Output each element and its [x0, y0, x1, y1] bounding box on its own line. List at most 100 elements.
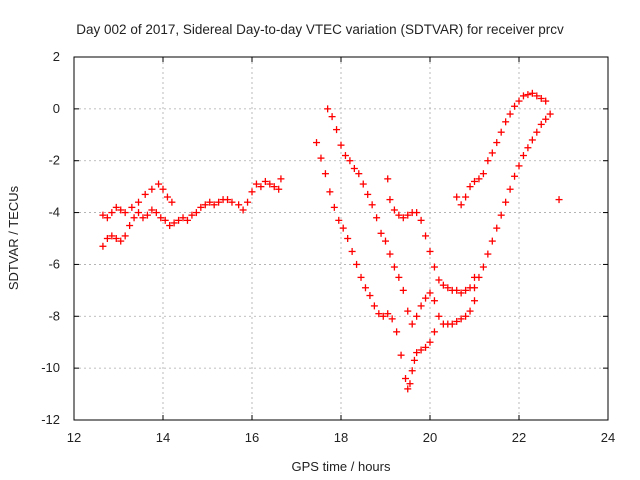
data-point [397, 351, 405, 359]
plot-frame [73, 56, 609, 421]
data-point [533, 92, 541, 100]
x-tick-label: 16 [245, 430, 259, 445]
data-point [408, 367, 416, 375]
data-point [335, 216, 343, 224]
data-point [497, 128, 505, 136]
data-point [417, 346, 425, 354]
data-point [330, 203, 338, 211]
data-point [201, 201, 209, 209]
data-point [382, 237, 389, 245]
data-point [404, 211, 412, 219]
data-point [466, 183, 474, 191]
data-point [555, 196, 563, 204]
data-point [328, 113, 336, 121]
data-point [462, 286, 470, 294]
data-point [479, 170, 487, 178]
data-point [426, 338, 434, 346]
data-point [515, 162, 523, 170]
data-point [408, 320, 416, 328]
data-point [317, 154, 325, 162]
y-tick-label: 0 [53, 101, 60, 116]
data-point [224, 196, 232, 204]
data-point [206, 198, 214, 206]
data-point [390, 263, 398, 271]
data-point [524, 144, 532, 152]
data-point [313, 139, 321, 147]
data-point [484, 157, 492, 165]
data-point [417, 302, 425, 310]
data-point [528, 136, 536, 144]
x-tick-label: 24 [601, 430, 615, 445]
data-point [135, 198, 143, 206]
data-point [493, 224, 501, 232]
data-point [175, 216, 183, 224]
data-point [466, 307, 474, 315]
y-tick-label: -2 [48, 153, 60, 168]
data-point [128, 203, 136, 211]
data-point [375, 310, 383, 318]
x-tick-label: 20 [423, 430, 437, 445]
data-point [395, 273, 403, 281]
data-point [341, 152, 349, 160]
x-tick-label: 18 [334, 430, 348, 445]
data-point [475, 175, 483, 183]
data-point [386, 196, 394, 204]
data-point [404, 385, 412, 393]
x-tick-label: 14 [156, 430, 170, 445]
data-point [493, 139, 501, 147]
data-point [103, 235, 111, 242]
data-point [457, 289, 465, 297]
data-point [386, 250, 394, 258]
data-point [355, 170, 363, 178]
data-point [511, 172, 519, 180]
data-point [395, 211, 403, 219]
data-point [215, 198, 223, 206]
data-point [448, 320, 456, 328]
data-point [519, 152, 527, 160]
data-point [148, 185, 156, 193]
data-point [261, 177, 269, 185]
data-point [388, 315, 396, 323]
data-point [399, 214, 407, 222]
data-point [197, 203, 205, 211]
data-point [143, 211, 151, 219]
data-point [252, 180, 260, 188]
data-point [179, 214, 187, 222]
data-point [528, 89, 536, 97]
data-point [533, 128, 541, 136]
data-point [344, 235, 352, 242]
data-point [112, 203, 120, 211]
data-point [377, 229, 385, 237]
data-point [426, 289, 434, 297]
data-point [183, 216, 191, 224]
data-point [361, 284, 369, 292]
x-tick-label: 22 [512, 430, 526, 445]
data-point [471, 177, 478, 185]
data-point [542, 97, 550, 105]
y-tick-labels: 2 0 -2 -4 -6 -8 -10 -12 [41, 49, 60, 427]
data-point [368, 201, 376, 209]
data-point [248, 188, 256, 196]
data-point [399, 286, 407, 294]
data-point [135, 209, 143, 217]
data-point [350, 164, 358, 172]
data-point [370, 302, 378, 310]
data-point [121, 209, 129, 217]
data-point [413, 312, 421, 320]
data-point [348, 247, 356, 255]
data-point [502, 198, 510, 206]
data-point [406, 380, 414, 388]
data-point [373, 214, 381, 222]
data-point [235, 201, 243, 209]
data-point [321, 170, 329, 178]
grid [74, 57, 608, 420]
data-point [357, 273, 365, 281]
data-point [112, 235, 120, 242]
data-point [457, 201, 465, 209]
data-point [453, 193, 461, 201]
data-point [121, 232, 129, 240]
data-point [515, 97, 523, 105]
data-point [170, 219, 178, 227]
data-point [155, 180, 163, 188]
